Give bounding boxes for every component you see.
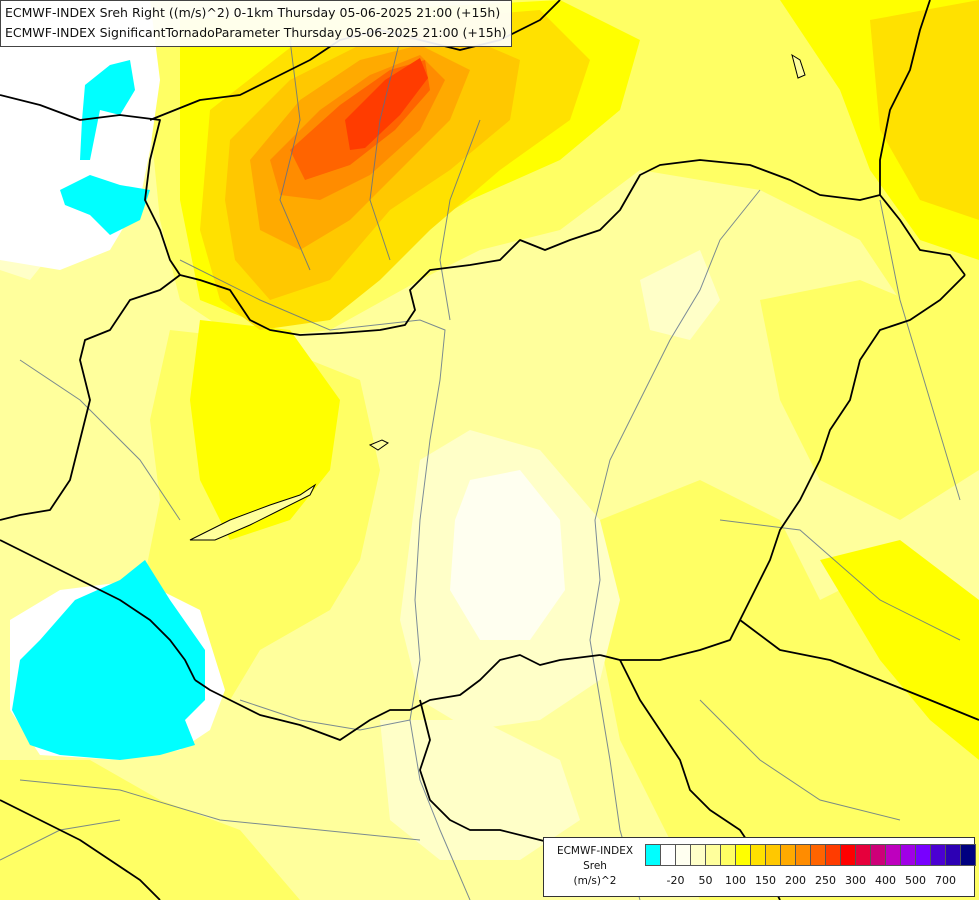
legend-tick-label: 200 xyxy=(785,874,806,887)
legend-swatch xyxy=(825,844,841,866)
lake-balaton xyxy=(189,483,317,541)
field-amber-ne xyxy=(870,0,979,220)
river-drava xyxy=(239,699,411,731)
field-gold-se xyxy=(820,540,979,760)
map-title-box: ECMWF-INDEX Sreh Right ((m/s)^2) 0-1km T… xyxy=(0,0,512,47)
legend-tick-label: 500 xyxy=(905,874,926,887)
river-west-1 xyxy=(19,359,181,521)
legend-tick-labels: -20 50 100 150 200 250 300 400 500 700 xyxy=(645,874,975,890)
border-sw xyxy=(0,799,161,900)
field-yellow-sw xyxy=(0,760,300,900)
legend-caption: ECMWF-INDEX Sreh (m/s)^2 xyxy=(546,844,644,889)
lake-velence xyxy=(368,439,389,451)
legend-swatch xyxy=(660,844,676,866)
rivers xyxy=(0,39,961,900)
field-yellow-east xyxy=(760,280,979,520)
map-title-line2: ECMWF-INDEX SignificantTornadoParameter … xyxy=(5,25,507,40)
legend-swatch xyxy=(690,844,706,866)
color-legend: ECMWF-INDEX Sreh (m/s)^2 -20 50 100 150 200 2… xyxy=(543,837,976,897)
map-title-line1: ECMWF-INDEX Sreh Right ((m/s)^2) 0-1km T… xyxy=(5,5,501,20)
border-north-ridge xyxy=(0,94,966,336)
legend-swatch xyxy=(885,844,901,866)
river-sava xyxy=(19,779,421,841)
legend-caption-parameter: Sreh xyxy=(583,860,607,872)
border-romania-south xyxy=(739,619,979,721)
field-gold-west xyxy=(190,320,340,540)
field-palest xyxy=(450,470,565,640)
legend-tick-label: 700 xyxy=(935,874,956,887)
legend-swatch xyxy=(960,844,976,866)
legend-caption-model: ECMWF-INDEX xyxy=(556,845,634,857)
legend-swatch xyxy=(780,844,796,866)
field-pale-east xyxy=(640,250,720,340)
legend-swatch xyxy=(930,844,946,866)
legend-swatch xyxy=(735,844,751,866)
river-danube-north xyxy=(179,259,471,900)
field-cyan-nw-2 xyxy=(60,175,150,235)
legend-tick-label: 50 xyxy=(698,874,713,887)
border-hungary-east xyxy=(599,274,966,661)
field-cyan-sw xyxy=(12,560,205,760)
legend-swatch xyxy=(840,844,856,866)
border-ne xyxy=(879,0,931,195)
legend-swatch xyxy=(810,844,826,866)
legend-tick-label: -20 xyxy=(666,874,685,887)
legend-tick-label: 300 xyxy=(845,874,866,887)
river-east-2 xyxy=(719,519,961,641)
legend-swatch-bar xyxy=(645,844,976,866)
field-pale-lower xyxy=(380,720,580,860)
legend-swatch xyxy=(720,844,736,866)
legend-tick-label: 150 xyxy=(755,874,776,887)
legend-swatch xyxy=(705,844,721,866)
legend-swatch xyxy=(765,844,781,866)
legend-swatch xyxy=(750,844,766,866)
river-hron xyxy=(439,119,481,321)
legend-swatch xyxy=(795,844,811,866)
river-east-1 xyxy=(879,199,961,501)
legend-caption-unit: (m/s)^2 xyxy=(573,875,617,887)
river-tisza xyxy=(589,189,761,900)
lake-ne xyxy=(791,53,806,79)
river-vah xyxy=(369,39,401,261)
legend-tick-label: 250 xyxy=(815,874,836,887)
legend-swatch xyxy=(645,844,661,866)
border-hungary-south xyxy=(194,654,601,741)
legend-swatch xyxy=(915,844,931,866)
river-south-1 xyxy=(699,699,901,821)
border-hungary-west xyxy=(0,539,196,681)
legend-swatch xyxy=(945,844,961,866)
border-austria-west xyxy=(0,274,181,521)
legend-tick-label: 100 xyxy=(725,874,746,887)
legend-swatch xyxy=(900,844,916,866)
legend-tick-label: 400 xyxy=(875,874,896,887)
border-croatia xyxy=(419,699,581,851)
river-morava xyxy=(279,39,311,271)
legend-swatch xyxy=(675,844,691,866)
legend-swatch xyxy=(870,844,886,866)
legend-swatch xyxy=(855,844,871,866)
field-cyan-nw-1 xyxy=(80,60,135,160)
field-red-core xyxy=(345,58,428,150)
